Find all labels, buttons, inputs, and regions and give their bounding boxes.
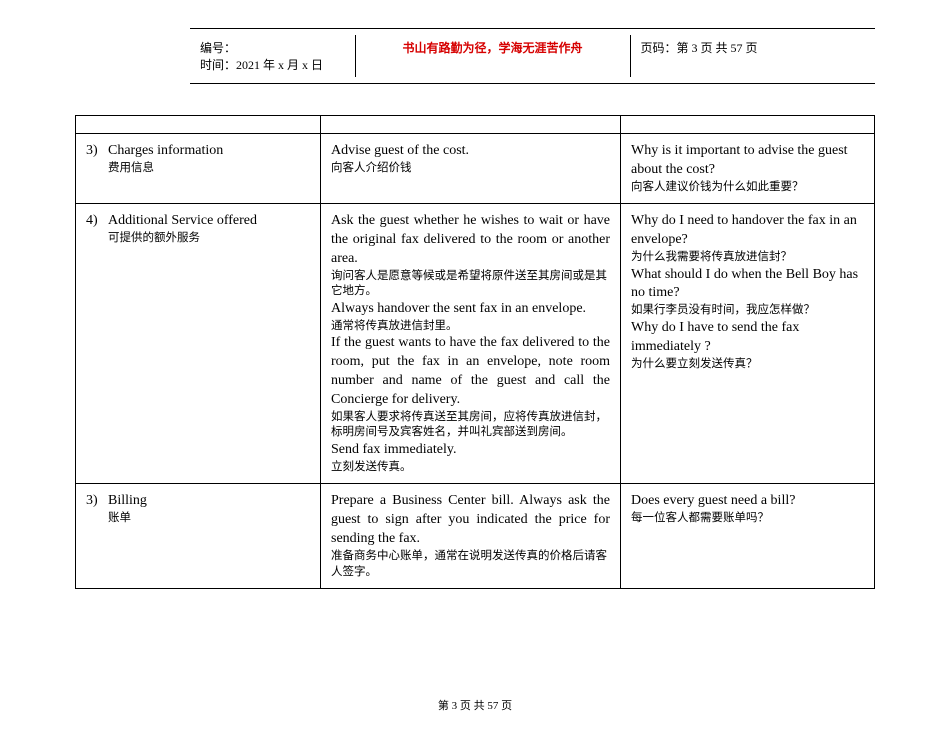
spacer-cell	[321, 116, 621, 134]
task-title-en: 3)Charges information	[86, 142, 310, 161]
page-header: 编号： 时间：2021 年 x 月 x 日 书山有路勤为径，学海无涯苦作舟 页码…	[190, 28, 875, 84]
question-cn: 每一位客人都需要账单吗？	[631, 511, 864, 527]
page-label: 页码：	[641, 41, 677, 55]
task-title-text: Billing	[108, 493, 147, 508]
procedure-en: Send fax immediately.	[331, 441, 610, 460]
procedure-cell: Advise guest of the cost.向客人介绍价钱	[321, 134, 621, 204]
procedure-cell: Ask the guest whether he wishes to wait …	[321, 204, 621, 484]
procedure-cn: 通常将传真放进信封里。	[331, 319, 610, 335]
task-title-text: Charges information	[108, 143, 223, 158]
doc-time-line: 时间：2021 年 x 月 x 日	[200, 56, 345, 73]
question-en: Why do I need to handover the fax in an …	[631, 212, 864, 250]
doc-number-line: 编号：	[200, 39, 345, 56]
question-cell: Does every guest need a bill?每一位客人都需要账单吗…	[621, 484, 875, 589]
task-title-cn: 账单	[108, 511, 310, 527]
spacer-cell	[621, 116, 875, 134]
task-title-cell: 3)Charges information费用信息	[76, 134, 321, 204]
question-cn: 为什么我需要将传真放进信封？	[631, 250, 864, 266]
procedure-cn: 询问客人是愿意等候或是希望将原件送至其房间或是其它地方。	[331, 269, 610, 300]
task-title-text: Additional Service offered	[108, 213, 257, 228]
table-row: 3)Billing账单Prepare a Business Center bil…	[76, 484, 875, 589]
question-en: Why is it important to advise the guest …	[631, 142, 864, 180]
procedure-en: Advise guest of the cost.	[331, 142, 610, 161]
task-title-cn: 可提供的额外服务	[108, 231, 310, 247]
task-title-en: 4)Additional Service offered	[86, 212, 310, 231]
question-en: Why do I have to send the fax immediatel…	[631, 319, 864, 357]
doc-time-label: 时间：	[200, 58, 236, 72]
task-title-cell: 4)Additional Service offered可提供的额外服务	[76, 204, 321, 484]
task-title-cn: 费用信息	[108, 161, 310, 177]
question-cn: 为什么要立刻发送传真？	[631, 357, 864, 373]
question-cell: Why do I need to handover the fax in an …	[621, 204, 875, 484]
question-cn: 向客人建议价钱为什么如此重要？	[631, 180, 864, 196]
doc-number-label: 编号：	[200, 41, 236, 55]
question-cell: Why is it important to advise the guest …	[621, 134, 875, 204]
procedure-en: If the guest wants to have the fax deliv…	[331, 334, 610, 410]
table-row: 4)Additional Service offered可提供的额外服务Ask …	[76, 204, 875, 484]
procedure-cn: 准备商务中心账单，通常在说明发送传真的价格后请客人签字。	[331, 549, 610, 580]
page-footer: 第 3 页 共 57 页	[0, 697, 950, 713]
procedure-cn: 如果客人要求将传真送至其房间，应将传真放进信封，标明房间号及宾客姓名，并叫礼宾部…	[331, 410, 610, 441]
procedure-en: Ask the guest whether he wishes to wait …	[331, 212, 610, 269]
doc-time-value: 2021 年 x 月 x 日	[236, 58, 323, 72]
task-number: 3)	[86, 142, 108, 161]
table-row: 3)Charges information费用信息Advise guest of…	[76, 134, 875, 204]
procedure-en: Prepare a Business Center bill. Always a…	[331, 492, 610, 549]
page-value: 第 3 页 共 57 页	[677, 41, 758, 55]
procedure-cell: Prepare a Business Center bill. Always a…	[321, 484, 621, 589]
header-top-rule	[190, 28, 875, 29]
procedure-cn: 立刻发送传真。	[331, 460, 610, 476]
procedure-cn: 向客人介绍价钱	[331, 161, 610, 177]
header-motto: 书山有路勤为径，学海无涯苦作舟	[355, 35, 630, 77]
task-number: 4)	[86, 212, 108, 231]
question-en: Does every guest need a bill?	[631, 492, 864, 511]
header-left-cell: 编号： 时间：2021 年 x 月 x 日	[190, 35, 355, 77]
task-title-en: 3)Billing	[86, 492, 310, 511]
header-right-cell: 页码：第 3 页 共 57 页	[630, 35, 875, 77]
spacer-cell	[76, 116, 321, 134]
question-cn: 如果行李员没有时间，我应怎样做？	[631, 303, 864, 319]
spacer-row	[76, 116, 875, 134]
content-table: 3)Charges information费用信息Advise guest of…	[75, 115, 875, 589]
content-tbody: 3)Charges information费用信息Advise guest of…	[76, 116, 875, 589]
content-table-wrap: 3)Charges information费用信息Advise guest of…	[75, 115, 875, 589]
header-bottom-rule	[190, 83, 875, 84]
question-en: What should I do when the Bell Boy has n…	[631, 266, 864, 304]
header-table: 编号： 时间：2021 年 x 月 x 日 书山有路勤为径，学海无涯苦作舟 页码…	[190, 35, 875, 77]
procedure-en: Always handover the sent fax in an envel…	[331, 300, 610, 319]
task-number: 3)	[86, 492, 108, 511]
task-title-cell: 3)Billing账单	[76, 484, 321, 589]
